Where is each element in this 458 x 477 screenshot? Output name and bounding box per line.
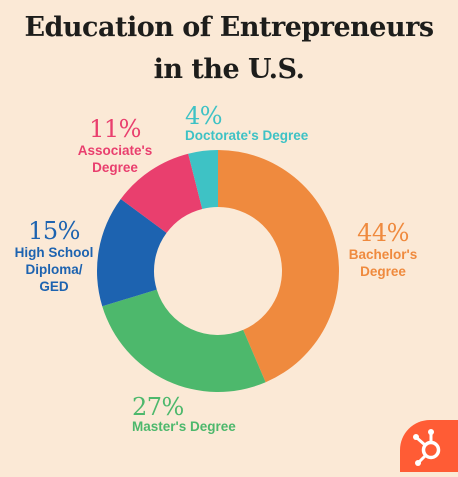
slice-label-bachelors-line1: Bachelor's [348,247,418,262]
chart-title-line-2: in the U.S. [153,54,305,85]
donut-slice-associate-s-degree [120,153,203,233]
slice-label-associates-line1: Associate's [77,143,153,158]
hubspot-logo-badge [400,420,458,472]
donut-slice-doctorate-s-degree [188,150,218,209]
chart-title-line-1: Education of Entrepreneurs [24,12,434,43]
slice-label-pct-masters: 27% [132,393,184,421]
slice-label-group-associates: 11% Associate's Degree [70,117,160,176]
slice-label-group-highschool: 15% High School Diploma/ GED [14,219,94,295]
donut-slice-high-school-diploma-ged [97,198,167,307]
donut-slice-master-s-degree [102,289,266,392]
slice-label-highschool-line2: Diploma/ [25,262,83,277]
hubspot-sprocket-icon [413,429,441,466]
slice-label-masters: Master's Degree [132,419,236,434]
slice-label-bachelors-line2: Degree [360,264,406,279]
slice-label-group-bachelors: 44% Bachelor's Degree [338,221,428,280]
slice-label-highschool-line1: High School [14,245,94,260]
slice-label-doctorate: Doctorate's Degree [185,128,309,143]
slice-label-pct-highschool: 15% [28,217,80,245]
donut-slice-bachelor-s-degree [218,150,339,383]
slice-label-pct-bachelors: 44% [357,219,409,247]
slice-label-pct-associates: 11% [89,115,141,143]
slice-label-highschool-line3: GED [39,279,69,294]
slice-label-associates-line2: Degree [92,160,138,175]
slice-label-pct-doctorate: 4% [185,102,223,130]
